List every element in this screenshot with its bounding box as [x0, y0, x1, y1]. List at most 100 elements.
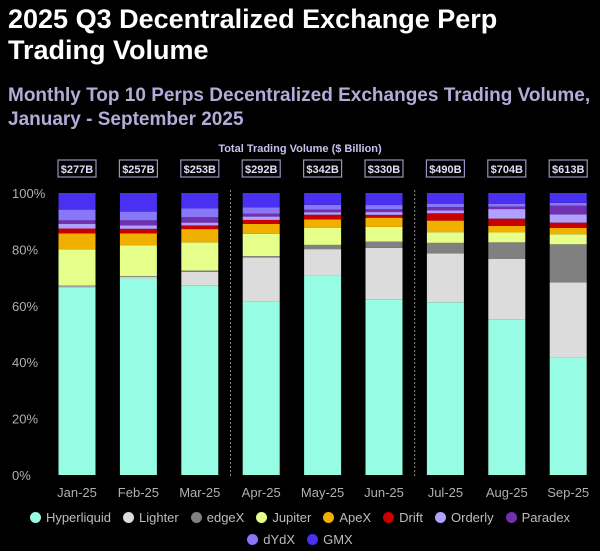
x-tick-label: Jan-25 [57, 485, 97, 500]
total-value-label: $292B [245, 164, 277, 176]
total-value-label: $253B [184, 164, 216, 176]
x-tick-label: Mar-25 [179, 485, 220, 500]
bar-segment-paradex [58, 220, 96, 224]
bar-segment-jupiter [365, 226, 403, 242]
legend-label: Hyperliquid [45, 510, 111, 525]
legend-swatch [256, 512, 268, 523]
bar-segment-paradex [304, 209, 342, 213]
y-tick-label: 0% [12, 468, 31, 483]
y-tick-label: 60% [12, 299, 38, 314]
bar-segment-paradex [426, 207, 464, 211]
bar-segment-edgex [181, 270, 219, 272]
bar-segment-jupiter [488, 232, 526, 243]
bar-segment-hyperliquid [119, 278, 157, 475]
x-tick-label: Aug-25 [486, 485, 528, 500]
total-box [180, 159, 220, 178]
legend-swatch [323, 512, 335, 523]
bar-segment-hyperliquid [181, 285, 219, 475]
bar-segment-gmx [488, 193, 526, 204]
bar-segment-drift [242, 219, 280, 224]
legend-swatch [435, 512, 447, 523]
bar-segment-apex [242, 223, 280, 234]
bar-segment-lighter [426, 253, 464, 303]
total-box [241, 159, 281, 178]
bar-segment-edgex [488, 242, 526, 259]
bar-segment-dydx [181, 208, 219, 218]
legend-swatch [383, 512, 395, 523]
totals-label: Total Trading Volume ($ Billion) [218, 143, 382, 155]
legend-item: Drift [383, 507, 423, 529]
bar-segment-edgex [549, 244, 587, 283]
total-value-label: $704B [491, 164, 523, 176]
bar-segment-orderly [242, 216, 280, 220]
legend-item: edgeX [190, 507, 244, 529]
total-box [425, 159, 465, 178]
bar-segment-jupiter [119, 245, 157, 277]
bar-segment-jupiter [304, 227, 342, 245]
x-tick-label: Jul-25 [428, 485, 463, 500]
stacked-bar-chart: Total Trading Volume ($ Billion) 0% 20% 40… [12, 143, 589, 500]
bar-segment-orderly [549, 214, 587, 223]
legend-swatch [190, 512, 202, 523]
bar-segment-apex [365, 217, 403, 227]
bar-segment-orderly [58, 223, 96, 229]
total-value-label: $613B [552, 164, 584, 176]
x-tick-label: Feb-25 [118, 485, 159, 500]
bar-segment-hyperliquid [426, 302, 464, 475]
bar-segment-dydx [58, 209, 96, 221]
legend-label: Paradex [521, 510, 571, 525]
bar-segment-jupiter [426, 232, 464, 243]
legend-swatch [247, 534, 259, 545]
bar-segment-hyperliquid [242, 301, 280, 475]
bar-segment-drift [365, 214, 403, 218]
bar-segment-drift [58, 228, 96, 234]
bar-segment-drift [549, 222, 587, 228]
bar-segment-gmx [119, 193, 157, 212]
total-box [57, 159, 97, 178]
legend-label: dYdX [263, 532, 296, 547]
bar-segment-orderly [488, 209, 526, 219]
total-value-label: $330B [368, 164, 400, 176]
bar-segment-edgex [426, 242, 464, 254]
x-tick-label: Jun-25 [364, 485, 404, 500]
legend-item: GMX [307, 529, 353, 551]
bar-segment-orderly [365, 212, 403, 215]
bar-segment-hyperliquid [488, 319, 526, 475]
bar-segment-lighter [242, 257, 280, 302]
bar-segment-lighter [181, 271, 219, 286]
bar-segment-edgex [365, 241, 403, 248]
total-value-label: $490B [429, 164, 461, 176]
bar-segment-gmx [58, 193, 96, 210]
bar-segment-drift [119, 228, 157, 234]
bar-segment-paradex [181, 217, 219, 223]
y-tick-label: 20% [12, 412, 38, 427]
legend-swatch [307, 534, 319, 545]
bar-segment-jupiter [58, 249, 96, 286]
bar-segment-apex [549, 227, 587, 235]
bar-segment-drift [426, 213, 464, 221]
bar-segment-lighter [365, 247, 403, 300]
bar-segment-hyperliquid [304, 275, 342, 475]
bar-segment-orderly [119, 225, 157, 229]
bar-segment-apex [304, 219, 342, 228]
bar-segment-lighter [549, 282, 587, 358]
total-value-label: $277B [61, 164, 93, 176]
legend-label: Drift [399, 510, 424, 525]
total-value-label: $257B [122, 164, 154, 176]
bar-segment-gmx [304, 193, 342, 205]
bar-segment-lighter [304, 249, 342, 276]
bar-segment-gmx [426, 193, 464, 204]
bar-segment-dydx [119, 211, 157, 221]
legend-label: Orderly [451, 510, 494, 525]
bar-segment-dydx [549, 202, 587, 206]
bar-segment-jupiter [549, 234, 587, 245]
bar-segment-edgex [242, 256, 280, 258]
bar-segment-lighter [119, 277, 157, 279]
total-box [118, 159, 159, 178]
x-tick-label: Sep-25 [547, 485, 589, 500]
bar-segment-dydx [488, 203, 526, 207]
bar-segment-lighter [488, 258, 526, 320]
bar-segment-apex [426, 220, 464, 233]
bar-segment-dydx [426, 203, 464, 208]
bar-segment-paradex [242, 213, 280, 217]
